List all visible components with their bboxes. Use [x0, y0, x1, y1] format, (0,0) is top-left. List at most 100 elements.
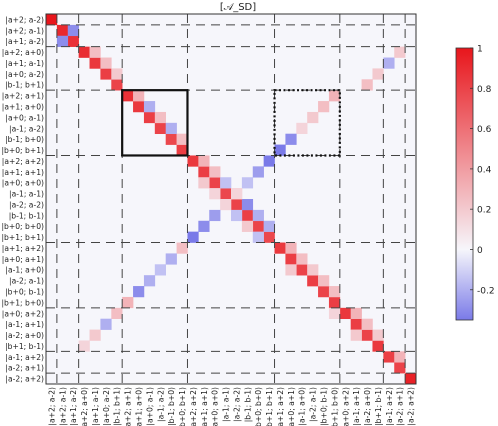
heatmap-cell-1-2 — [67, 24, 79, 37]
heatmap-cell-28-5 — [100, 318, 112, 330]
x-tick-label-28: |a-1; a+1) — [352, 387, 361, 426]
colorbar: 1 0.8 0.6 0.4 0.2 0 -0.2 — [455, 45, 495, 321]
y-tick-labels: |a+2; a-2) |a+2; a-1) |a+1; a-2) |a+2; a+0)… — [1, 15, 44, 383]
heatmap-cell-diag-12 — [176, 144, 188, 156]
y-tick-label-6: |b-1; b+1) — [5, 81, 44, 90]
heatmap-cell-14-19 — [252, 166, 264, 178]
heatmap-cell-diag-5 — [100, 68, 112, 80]
chart-title: [𝒜_SD] — [220, 2, 256, 13]
heatmap-cell-31-32 — [394, 351, 406, 363]
heatmap-cell-11-12 — [176, 133, 188, 145]
heatmap-cell-21-22 — [285, 242, 297, 254]
x-tick-label-16: |a-1; a-1) — [222, 387, 231, 422]
heatmap-cell-diag-28 — [350, 318, 362, 330]
colorbar-tick-label-5: 0 — [477, 246, 483, 256]
y-tick-label-3: |a+2; a+0) — [2, 48, 44, 57]
heatmap-cell-3-4 — [89, 46, 101, 58]
heatmap-cell-2-1 — [56, 35, 69, 47]
heatmap-cell-21-12 — [176, 242, 188, 254]
heatmap-cell-15-18 — [241, 177, 254, 189]
heatmap-cell-18-15 — [209, 209, 221, 222]
y-tick-label-23: |a-1; a+0) — [5, 266, 44, 275]
y-tick-label-28: |a-1; a+1) — [5, 320, 44, 329]
heatmap-cell-diag-3 — [78, 46, 90, 58]
heatmap-cell-18-19 — [252, 209, 264, 222]
heatmap-cell-7-8 — [133, 90, 145, 102]
x-tick-label-26: |b+1; b+0) — [330, 387, 339, 426]
x-tick-label-19: |b+0; b+0) — [254, 387, 263, 426]
heatmap-cell-diag-29 — [361, 329, 373, 341]
heatmap-cell-13-20 — [263, 155, 275, 167]
heatmap-cell-5-6 — [111, 68, 123, 80]
y-tick-label-12: |b+0; b+1) — [1, 146, 44, 155]
y-tick-label-5: |a+0; a-2) — [5, 70, 44, 79]
heatmap-cell-27-6 — [111, 307, 123, 320]
x-tick-label-14: |a+1; a+1) — [200, 387, 209, 426]
heatmap-cell-11-22 — [285, 133, 297, 145]
heatmap-cell-diag-27 — [339, 307, 352, 320]
heatmap-cell-diag-15 — [209, 177, 221, 189]
x-tick-label-0: |a+2; a-2) — [47, 387, 56, 426]
y-tick-label-29: |a-2; a+0) — [5, 331, 44, 340]
x-tick-label-4: |a+1; a-1) — [91, 387, 100, 426]
heatmap-cell-diag-23 — [296, 264, 308, 276]
y-tick-label-27: |a+0; a+2) — [2, 309, 44, 318]
x-tick-label-29: |a-2; a+0) — [363, 387, 372, 426]
y-tick-label-22: |a+0; a+1) — [2, 255, 44, 264]
y-tick-label-32: |a-2; a+1) — [5, 364, 44, 373]
dotted-highlight-box — [273, 89, 341, 157]
heatmap-cell-20-19 — [252, 231, 264, 243]
heatmap-cell-4-31 — [383, 57, 395, 69]
x-tick-label-10: |a-1; a-2) — [156, 387, 165, 422]
x-tick-label-6: |b-1; b+1) — [113, 387, 122, 426]
heatmap-cell-8-25 — [318, 101, 330, 113]
heatmap-cell-diag-24 — [307, 275, 319, 287]
heatmap-cell-diag-10 — [154, 122, 167, 135]
heatmap-cell-16-17 — [231, 188, 243, 200]
heatmap-cell-23-24 — [307, 264, 319, 276]
x-tick-label-1: |a+2; a-1) — [58, 387, 67, 426]
heatmap-cell-diag-19 — [252, 220, 264, 232]
heatmap-cell-10-11 — [165, 122, 177, 135]
heatmap-cell-30-3 — [78, 340, 90, 352]
x-tick-label-12: |b+0; b+1) — [178, 387, 187, 426]
x-tick-labels: |a+2; a-2) |a+2; a-1) |a+1; a-2) |a+2; a+0)… — [47, 387, 415, 426]
x-tick-label-23: |a-1; a+0) — [298, 387, 307, 426]
heatmap-cell-23-22 — [285, 264, 297, 276]
heatmap-cell-14-15 — [209, 166, 221, 178]
heatmap-cell-17-16 — [220, 199, 232, 211]
heatmap-cell-29-30 — [372, 329, 384, 341]
heatmap-cell-24-9 — [143, 275, 156, 287]
colorbar-gradient — [455, 47, 474, 321]
x-tick-label-13: |a+2; a+2) — [189, 387, 198, 426]
y-tick-label-10: |a-1; a-2) — [9, 124, 44, 133]
heatmap-cell-20-13 — [187, 231, 199, 243]
y-tick-label-18: |b-1; b-1) — [9, 211, 44, 220]
x-tick-label-27: |a+0; a+2) — [341, 387, 350, 426]
y-tick-label-19: |b+0; b+0) — [1, 222, 44, 231]
x-tick-label-24: |a-2; a-1) — [309, 387, 318, 422]
x-tick-label-2: |a+1; a-2) — [69, 387, 78, 426]
heatmap-cell-19-14 — [198, 220, 210, 232]
x-tick-label-22: |a+0; a+1) — [287, 387, 296, 426]
heatmap-cell-diag-13 — [187, 155, 199, 167]
heatmap-cell-15-16 — [220, 177, 232, 189]
heatmap-cell-diag-18 — [241, 209, 254, 222]
heatmap-cell-diag-1 — [56, 24, 69, 37]
heatmap-cell-15-14 — [198, 177, 210, 189]
heatmap-cell-9-10 — [154, 111, 167, 124]
colorbar-tick-label-4: 0.2 — [477, 206, 491, 216]
y-tick-label-0: |a+2; a-2) — [5, 15, 44, 24]
x-tick-label-3: |a+2; a+0) — [80, 387, 89, 426]
heatmap-cell-26-7 — [122, 296, 134, 309]
y-tick-label-4: |a+1; a-1) — [5, 59, 44, 68]
y-tick-label-2: |a+1; a-2) — [5, 37, 44, 46]
heatmap-cells — [46, 14, 417, 385]
y-tick-label-8: |a+1; a+0) — [2, 103, 44, 112]
colorbar-tick-label-2: 0.6 — [477, 125, 492, 135]
heatmap-cell-diag-7 — [122, 90, 134, 102]
heatmap-cell-diag-6 — [111, 79, 123, 91]
heatmap-cell-diag-11 — [165, 133, 177, 145]
heatmap-cell-28-29 — [361, 318, 373, 330]
